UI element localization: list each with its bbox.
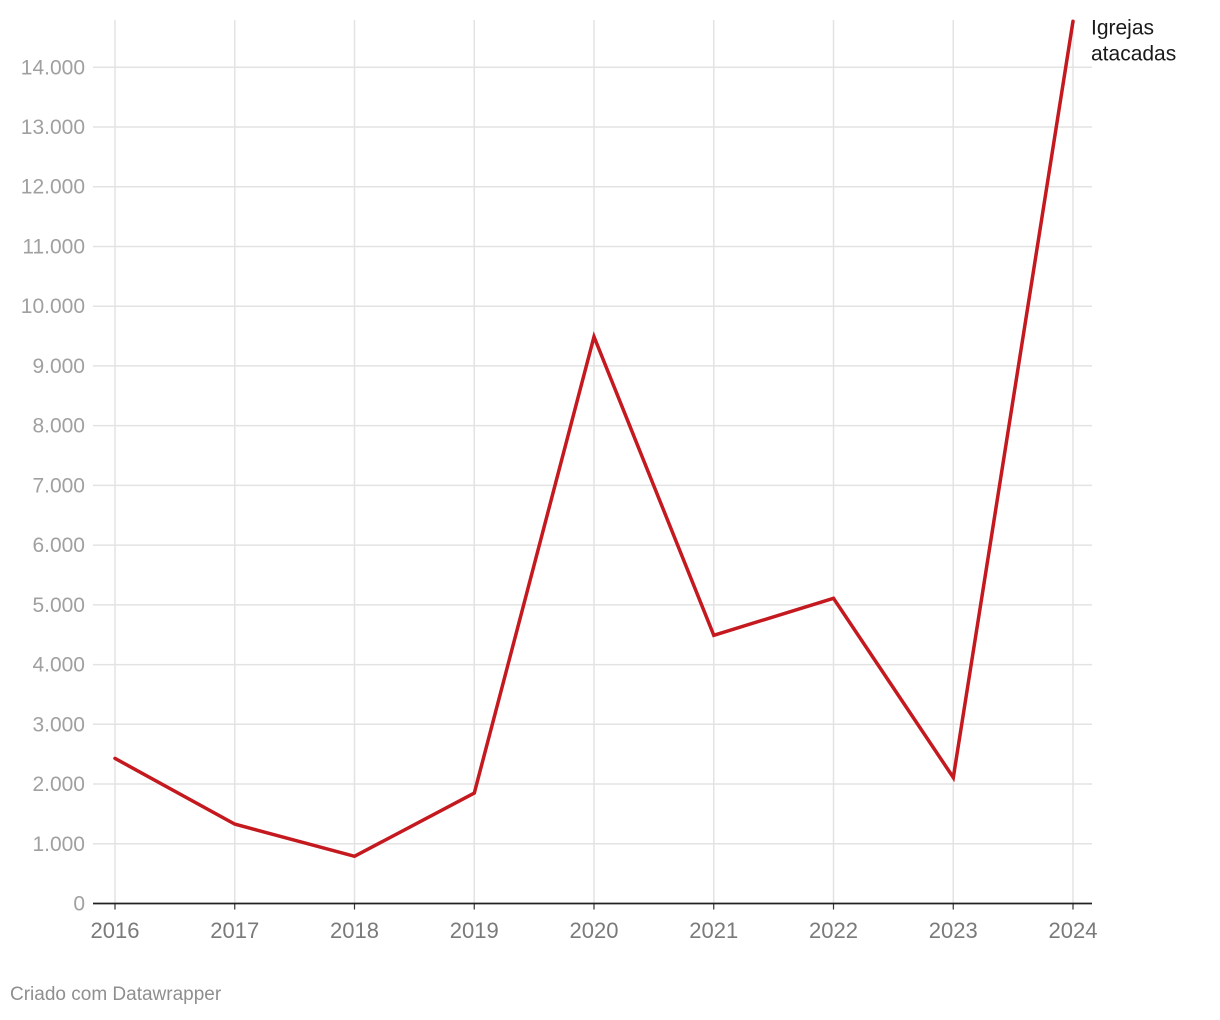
y-tick-label: 3.000 [32,713,85,736]
y-tick-label: 10.000 [21,295,85,318]
footer-credit: Criado com Datawrapper [10,984,222,1005]
y-tick-label: 6.000 [32,534,85,557]
y-axis: 0 1.000 2.000 3.000 4.000 5.000 6.000 7.000 8.00… [21,56,85,915]
x-tick-label: 2018 [330,918,379,943]
x-tick-label: 2016 [91,918,140,943]
series-label: Igrejas atacadas [1091,16,1176,65]
y-tick-label: 11.000 [22,235,85,258]
series-layer: Igrejas atacadas [113,16,1176,859]
y-tick-label: 4.000 [32,654,85,677]
x-tick-label: 2017 [210,918,259,943]
horizontal-gridlines [93,66,1092,845]
x-tick-label: 2019 [450,918,499,943]
x-tick-label: 2021 [689,918,738,943]
y-tick-label: 1.000 [32,833,85,856]
vertical-gridlines [114,20,1074,904]
y-tick-label: 0 [73,893,85,916]
y-tick-label: 13.000 [21,116,85,139]
y-tick-label: 12.000 [21,176,85,199]
y-tick-label: 8.000 [32,415,85,438]
x-tick-label: 2024 [1049,918,1098,943]
y-tick-label: 7.000 [32,474,85,497]
y-tick-label: 9.000 [32,355,85,378]
series-line [113,19,1075,859]
y-tick-label: 5.000 [32,594,85,617]
x-tick-label: 2020 [570,918,619,943]
line-chart: 0 1.000 2.000 3.000 4.000 5.000 6.000 7.000 8.00… [21,16,1176,943]
y-tick-label: 14.000 [21,56,85,79]
x-axis: 2016 2017 2018 2019 2020 2021 2022 2023 2024 [91,902,1098,943]
x-tick-label: 2022 [809,918,858,943]
y-tick-label: 2.000 [32,773,85,796]
x-tick-label: 2023 [929,918,978,943]
